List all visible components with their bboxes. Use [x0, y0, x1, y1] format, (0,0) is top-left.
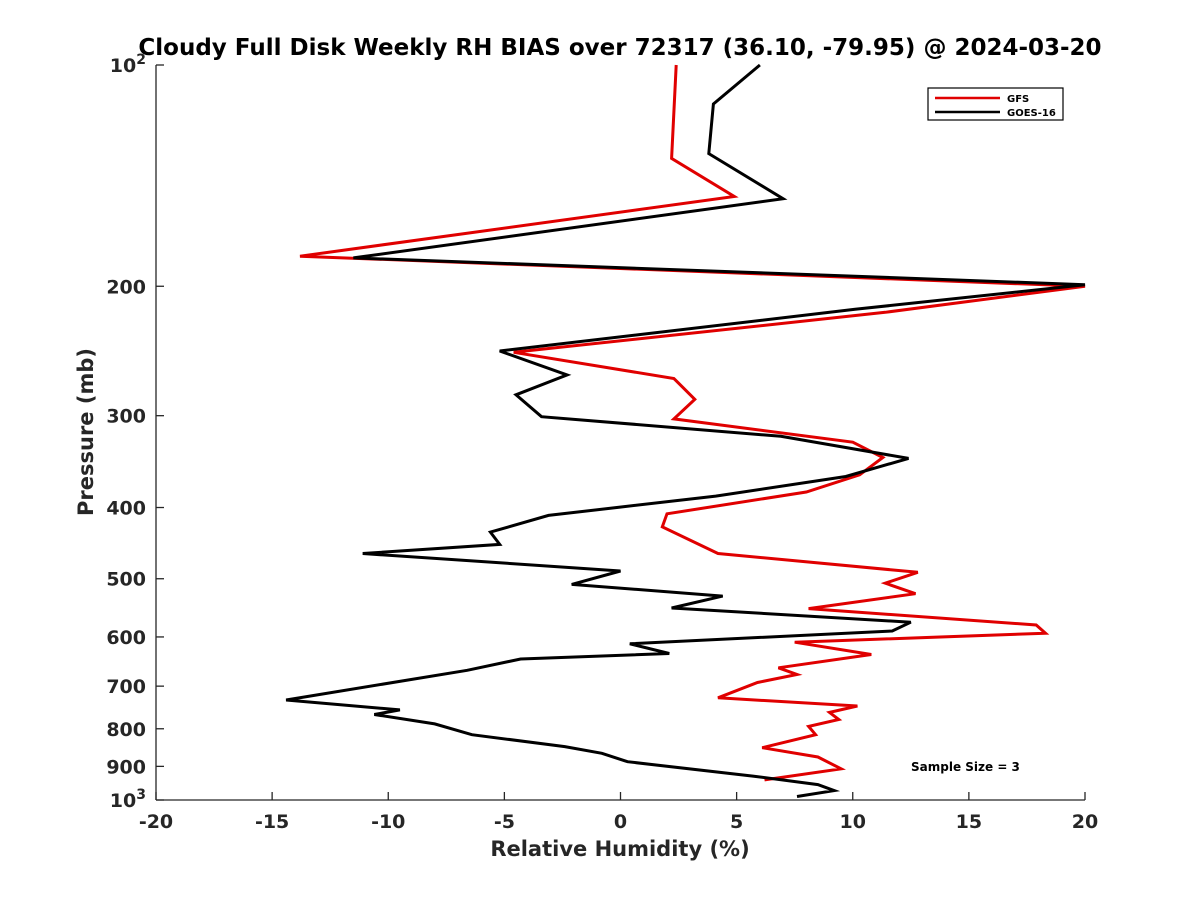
- plot-area: -20 -15 -10 -5 0 5 10 15 20 102 200 300 400 500 600 70…: [106, 52, 1098, 833]
- sample-size-annotation: Sample Size = 3: [911, 760, 1020, 774]
- x-tick-label: 10: [840, 811, 866, 833]
- y-tick-label: 700: [106, 676, 146, 698]
- legend-label-goes-16: GOES-16: [1007, 108, 1056, 119]
- y-tick-label: 600: [106, 627, 146, 649]
- x-tick-label: -10: [371, 811, 405, 833]
- y-axis-title: Pressure (mb): [74, 348, 98, 516]
- y-tick-label: 103: [110, 787, 146, 812]
- x-axis-title: Relative Humidity (%): [490, 837, 749, 861]
- y-tick-label: 200: [106, 276, 146, 298]
- y-tick-label: 900: [106, 756, 146, 778]
- x-tick-label: 0: [614, 811, 627, 833]
- x-tick-label: -15: [255, 811, 289, 833]
- y-tick-label: 800: [106, 719, 146, 741]
- y-tick-label: 102: [110, 52, 146, 77]
- legend: GFS GOES-16: [927, 87, 1064, 121]
- y-tick-label: 400: [106, 498, 146, 520]
- x-tick-label: 20: [1072, 811, 1098, 833]
- x-tick-label: 5: [730, 811, 743, 833]
- series-line-gfs: [299, 64, 1086, 782]
- series-lines: [285, 63, 1086, 798]
- legend-box: [927, 87, 1064, 121]
- chart-title: Cloudy Full Disk Weekly RH BIAS over 723…: [138, 35, 1101, 61]
- x-tick-label: -5: [494, 811, 515, 833]
- series-line-goes-16: [285, 63, 1086, 798]
- y-tick-label: 300: [106, 406, 146, 428]
- x-tick-label: 15: [956, 811, 982, 833]
- y-ticks: 102 200 300 400 500 600 700 800 900 103: [106, 52, 164, 812]
- y-tick-label: 500: [106, 569, 146, 591]
- x-ticks: -20 -15 -10 -5 0 5 10 15 20: [139, 792, 1098, 833]
- legend-label-gfs: GFS: [1007, 94, 1029, 105]
- x-tick-label: -20: [139, 811, 173, 833]
